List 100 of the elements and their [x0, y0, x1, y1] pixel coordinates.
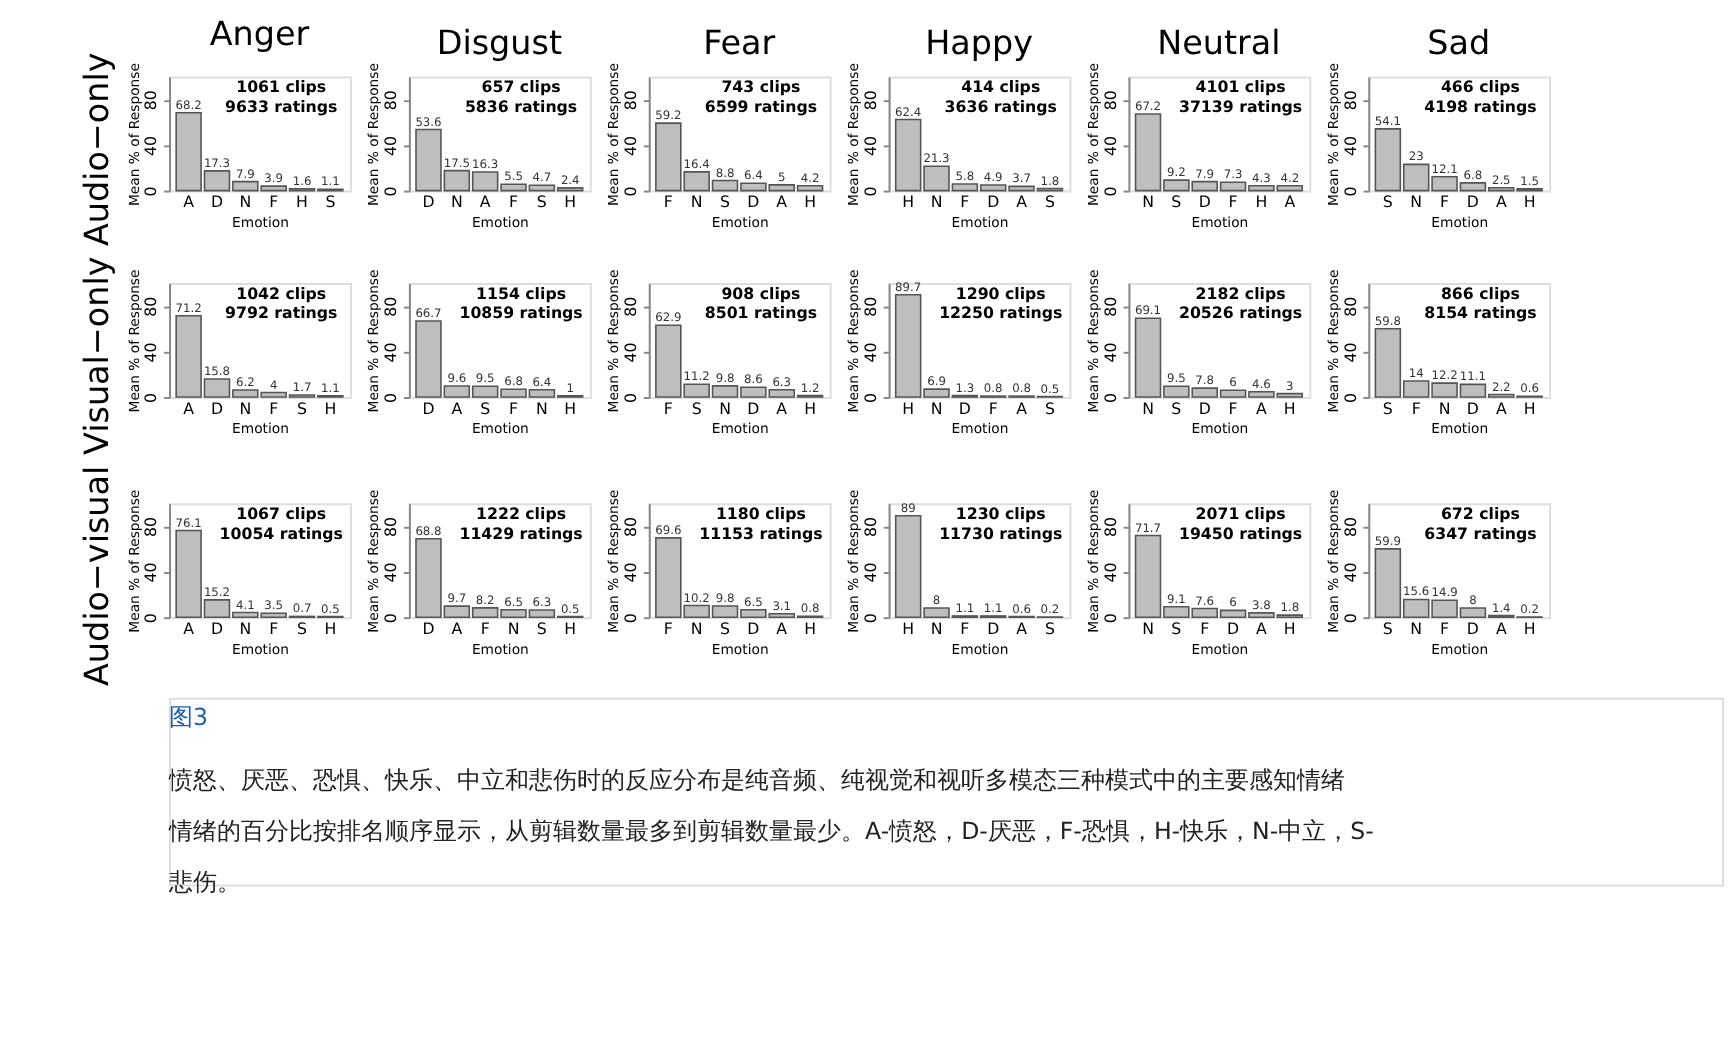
x-tick-label: S [297, 619, 308, 638]
y-tick-label: 80 [142, 516, 161, 537]
x-tick-label: H [324, 619, 337, 638]
x-tick-label: A [479, 193, 492, 212]
y-tick-label: 80 [1101, 90, 1120, 111]
y-tick-label: 80 [382, 516, 401, 537]
annotation: 3636 ratings [944, 97, 1058, 116]
annotation: 12250 ratings [939, 304, 1063, 323]
annotation: 1290 clips [955, 284, 1047, 303]
x-tick-label: H [1523, 399, 1536, 418]
annotation: 5836 ratings [464, 97, 578, 116]
annotation: 1222 clips [476, 504, 567, 523]
x-tick-label: F [480, 619, 491, 638]
x-tick-label: F [960, 193, 971, 212]
y-tick-label: 0 [1341, 392, 1360, 404]
x-tick-label: D [987, 619, 1000, 638]
x-tick-label: A [451, 619, 464, 638]
x-tick-label: F [269, 619, 280, 638]
annotation: 2071 clips [1195, 504, 1287, 523]
x-tick-label: S [1382, 619, 1393, 638]
annotation: 908 clips [721, 284, 802, 303]
annotation: 6347 ratings [1424, 524, 1538, 543]
annotation: 466 clips [1440, 78, 1521, 97]
y-tick-label: 80 [861, 296, 880, 317]
y-tick-label: 80 [1101, 516, 1120, 537]
annotation: 1067 clips [236, 504, 327, 523]
y-tick-label: 80 [382, 90, 401, 111]
x-tick-label: N [239, 399, 252, 418]
y-tick-label: 40 [621, 135, 640, 156]
annotation: 11153 ratings [699, 524, 824, 543]
x-tick-label: S [536, 193, 547, 212]
x-tick-label: H [1523, 193, 1536, 212]
y-tick-label: 80 [1341, 296, 1360, 317]
x-tick-label: A [183, 619, 196, 638]
y-tick-label: 40 [861, 135, 880, 156]
x-tick-label: N [1410, 193, 1423, 212]
x-tick-label: H [564, 399, 577, 418]
x-tick-label: N [507, 619, 520, 638]
x-tick-label: F [1411, 399, 1422, 418]
y-tick-label: 80 [142, 296, 161, 317]
x-tick-label: A [776, 619, 789, 638]
x-tick-label: A [1495, 619, 1508, 638]
annotation: 37139 ratings [1178, 97, 1303, 116]
annotation: 657 clips [481, 78, 562, 97]
y-tick-label: 80 [861, 516, 880, 537]
x-tick-label: F [988, 399, 999, 418]
y-tick-label: 0 [1101, 613, 1120, 624]
x-tick-label: A [776, 193, 789, 212]
y-tick-label: 40 [1341, 562, 1360, 583]
x-tick-label: N [930, 193, 943, 212]
x-tick-label: F [1200, 619, 1211, 638]
annotation: 9633 ratings [225, 97, 338, 116]
y-tick-label: 0 [1341, 613, 1360, 624]
y-tick-label: 0 [1341, 186, 1360, 197]
x-tick-label: H [1255, 193, 1268, 212]
y-tick-label: 0 [621, 613, 640, 624]
y-tick-label: 80 [621, 296, 640, 317]
y-tick-label: 0 [1101, 392, 1120, 404]
x-tick-label: D [422, 619, 435, 638]
annotation: 19450 ratings [1178, 524, 1303, 543]
x-tick-label: D [987, 193, 1000, 212]
y-tick-label: 0 [142, 186, 161, 197]
y-tick-label: 40 [1101, 135, 1120, 156]
annotation: 10054 ratings [219, 524, 344, 543]
y-tick-label: 40 [1341, 342, 1360, 363]
x-tick-label: N [1142, 193, 1155, 212]
text: Audio−only [76, 52, 117, 247]
x-tick-label: D [747, 193, 760, 212]
x-tick-label: N [239, 619, 252, 638]
caption: 图3 [169, 703, 209, 732]
x-tick-label: H [564, 193, 577, 212]
annotation: 743 clips [721, 78, 802, 97]
x-tick-label: D [1466, 193, 1479, 212]
annotation: 672 clips [1440, 504, 1521, 523]
y-tick-label: 40 [861, 342, 880, 363]
x-tick-label: N [535, 399, 548, 418]
x-tick-label: A [1016, 619, 1029, 638]
x-tick-label: H [324, 399, 337, 418]
annotation: 10859 ratings [459, 304, 584, 323]
x-tick-label: F [269, 193, 280, 212]
x-tick-label: A [1495, 399, 1508, 418]
y-tick-label: 40 [382, 562, 401, 583]
chart-title: Happy [925, 22, 1034, 63]
x-tick-label: D [210, 193, 224, 212]
x-tick-label: N [1142, 619, 1155, 638]
x-tick-label: D [1198, 399, 1211, 418]
y-tick-label: 40 [142, 562, 161, 583]
x-tick-label: N [450, 193, 463, 212]
x-tick-label: S [1382, 193, 1393, 212]
y-tick-label: 80 [1341, 516, 1360, 537]
y-tick-label: 80 [1101, 296, 1120, 317]
chart-title: Neutral [1157, 22, 1281, 63]
x-tick-label: H [902, 399, 915, 418]
y-tick-label: 80 [1341, 90, 1360, 111]
annotation: 1230 clips [955, 504, 1047, 523]
y-tick-label: 80 [142, 90, 161, 111]
chart-title: Sad [1427, 22, 1491, 63]
y-tick-label: 80 [861, 90, 880, 111]
x-tick-label: S [480, 399, 491, 418]
x-tick-label: F [1228, 193, 1239, 212]
